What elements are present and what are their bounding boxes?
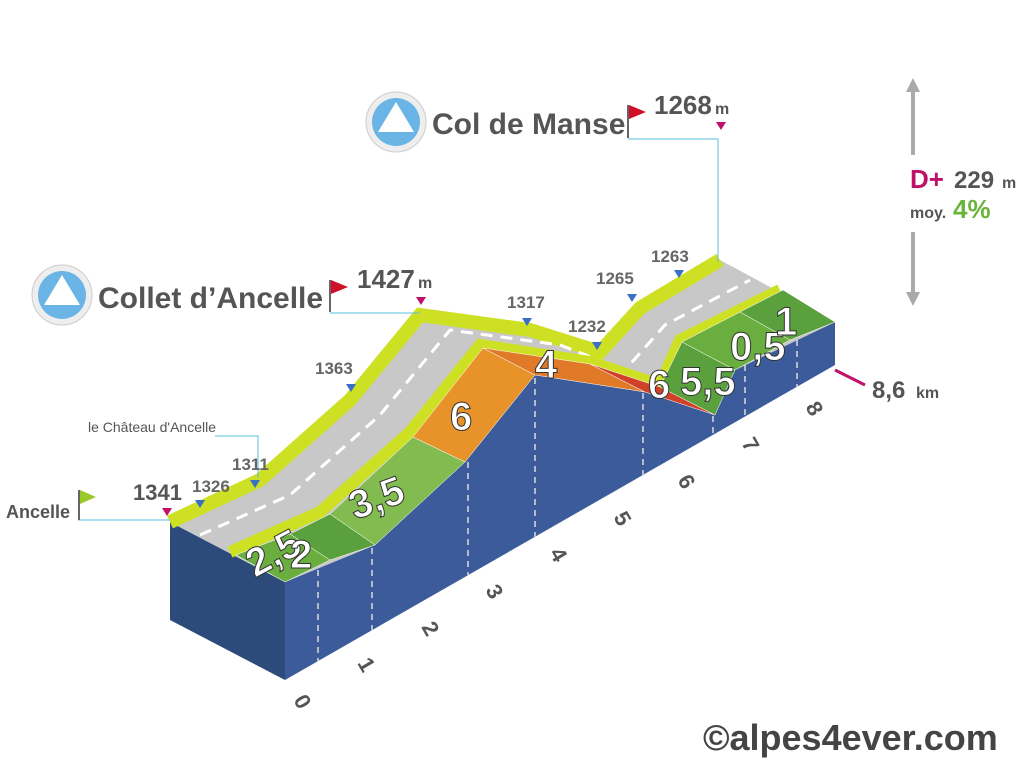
distance-value: 8,6 (872, 377, 905, 404)
leader (628, 138, 719, 262)
gradient-label: 1 (775, 300, 797, 344)
km-label: 8 (801, 397, 829, 420)
waypoint: 1311 (232, 455, 269, 474)
watermark: ©alpes4ever.com (703, 717, 998, 758)
marker (416, 297, 426, 305)
climb-label: D+ (910, 164, 944, 194)
road-edge (227, 284, 783, 558)
marker (250, 480, 260, 488)
pass-name: Collet d’Ancelle (98, 282, 323, 315)
waypoint: 1265 (596, 269, 634, 288)
pass-unit: m (418, 275, 432, 292)
marker (674, 270, 684, 278)
waypoint: 1317 (507, 293, 545, 312)
waypoint: 1363 (315, 359, 353, 378)
waypoint: 1263 (651, 247, 689, 266)
marker (162, 508, 172, 516)
km-label: 5 (609, 507, 637, 530)
flag (331, 280, 348, 294)
km-label: 4 (545, 543, 573, 567)
gradient-label: 4 (535, 343, 558, 387)
block-left (170, 522, 285, 680)
start-name: Ancelle (6, 502, 70, 522)
marker (716, 122, 726, 130)
gradient-label: 5,5 (680, 360, 736, 404)
arrow (906, 292, 920, 306)
pass-icon (378, 102, 414, 132)
block-front (285, 322, 835, 680)
km-label: 3 (481, 580, 509, 603)
km-lines (317, 340, 798, 661)
km-label: 7 (737, 433, 765, 456)
distance-pointer (834, 368, 866, 387)
flag (629, 105, 646, 119)
road-line (199, 278, 751, 537)
pass-elevation: 1268 (654, 90, 712, 120)
road-edge (167, 253, 724, 529)
marker (627, 294, 637, 302)
waypoint: 1326 (192, 477, 230, 496)
gradient-label: 6 (450, 395, 472, 439)
climb-unit: m (1002, 175, 1016, 192)
avg-label: moy. (910, 205, 946, 222)
km-label: 6 (673, 470, 701, 493)
km-label: 2 (417, 617, 445, 640)
pass-unit: m (715, 101, 729, 118)
marker (592, 342, 602, 350)
start-elevation: 1341 (133, 480, 182, 505)
gradient-label: 6 (648, 363, 670, 407)
gradient-bands (235, 289, 836, 583)
gradient-label: 2 (290, 533, 312, 577)
marker (195, 500, 205, 508)
pass-elevation: 1427 (357, 264, 415, 294)
pass-icon (44, 275, 80, 305)
pass-name: Col de Manse (432, 108, 625, 141)
distance-unit: km (916, 385, 939, 402)
landmark: le Château d'Ancelle (88, 419, 216, 435)
waypoint: 1232 (568, 317, 606, 336)
avg-value: 4% (953, 194, 991, 224)
gradient-label: 0,5 (730, 325, 786, 369)
marker (346, 384, 356, 392)
climb-value: 229 (954, 167, 994, 194)
arrow (906, 78, 920, 92)
flag (80, 490, 96, 504)
km-label: 1 (353, 653, 381, 676)
marker (522, 318, 532, 326)
leader (215, 435, 259, 478)
km-label: 0 (289, 690, 317, 713)
